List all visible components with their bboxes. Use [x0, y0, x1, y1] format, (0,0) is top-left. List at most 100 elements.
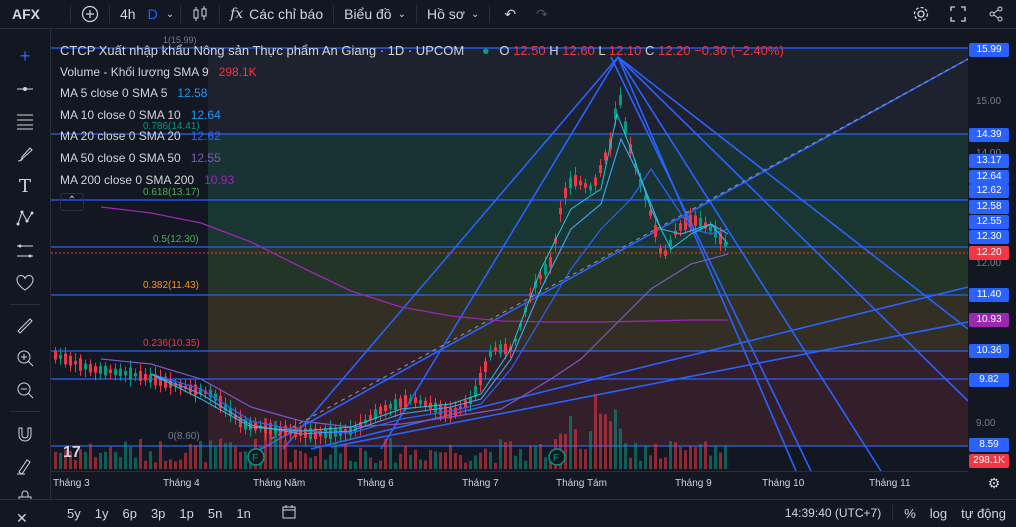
share-button[interactable] — [976, 0, 1016, 28]
interval-d[interactable]: D — [147, 6, 158, 22]
legend-indicator-row[interactable]: Volume - Khối lượng SMA 9 298.1K — [60, 62, 784, 84]
volume-bar — [284, 440, 287, 469]
candle-body — [99, 366, 102, 374]
candle-body — [654, 224, 657, 238]
crosshair-icon[interactable]: + — [19, 45, 31, 66]
candle-body — [104, 365, 107, 376]
candle-body — [224, 403, 227, 411]
volume-bar — [574, 429, 577, 469]
date-range-button[interactable] — [274, 504, 304, 523]
axis-settings-button[interactable]: ⚙ — [985, 474, 1003, 492]
collapse-toolbar-icon[interactable]: ✕ — [16, 510, 28, 526]
volume-bar — [279, 432, 282, 469]
range-button-5n[interactable]: 5n — [207, 505, 223, 521]
candle-body — [54, 350, 57, 360]
fib-zone-1 — [208, 47, 968, 134]
log-toggle[interactable]: log — [929, 505, 948, 521]
ohlc-o-value: 12.50 — [513, 43, 546, 58]
compare-button[interactable] — [73, 0, 107, 28]
gear-icon: ⚙ — [987, 475, 1001, 491]
text-icon[interactable]: T — [18, 175, 31, 197]
undo-icon: ↶ — [504, 5, 517, 22]
volume-bar — [429, 450, 432, 469]
price-tag: 10.36 — [969, 344, 1009, 358]
ohlc-h-label: H — [549, 43, 559, 58]
candle-body — [289, 427, 292, 435]
candle-body — [414, 397, 417, 403]
brush-icon[interactable] — [13, 142, 37, 166]
volume-bar — [604, 414, 607, 469]
redo-button[interactable]: ↷ — [528, 0, 556, 28]
settings-button[interactable] — [902, 0, 940, 28]
indicators-label: Các chỉ báo — [249, 6, 324, 22]
profile-menu[interactable]: Hồ sơ ⌄ — [419, 0, 487, 28]
indicators-button[interactable]: fx Các chỉ báo — [222, 0, 331, 28]
dividend-marker[interactable] — [548, 448, 566, 466]
lock-drawing-icon[interactable] — [13, 454, 37, 478]
measure-icon[interactable] — [13, 239, 37, 263]
collapse-legend-button[interactable]: ⌃ — [60, 193, 84, 212]
fullscreen-button[interactable] — [940, 0, 976, 28]
symbol-search[interactable]: AFX — [12, 6, 40, 22]
time-axis[interactable]: Tháng 3 Tháng 4 Tháng Năm Tháng 6 Tháng 7 Thá… — [51, 471, 968, 500]
interval-dropdown-icon[interactable]: ⌄ — [165, 8, 175, 20]
candle-body — [504, 343, 507, 355]
price-chart[interactable]: 1(15.99) 0.786(14.41) 0.618(13.17) 0.5(1… — [51, 29, 968, 471]
candle-body — [154, 374, 157, 386]
horizontal-lines-icon[interactable] — [13, 109, 37, 133]
divider — [70, 5, 71, 23]
legend-indicator-row[interactable]: MA 10 close 0 SMA 10 12.64 — [60, 105, 784, 127]
candle-body — [409, 398, 412, 402]
volume-bar — [459, 455, 462, 469]
legend-indicator-row[interactable]: MA 5 close 0 SMA 5 12.58 — [60, 83, 784, 105]
volume-bar — [479, 452, 482, 469]
range-button-5y[interactable]: 5y — [67, 505, 81, 521]
volume-bar — [724, 445, 727, 469]
auto-toggle[interactable]: tự động — [961, 505, 1006, 521]
candle-body — [449, 407, 452, 419]
legend-indicator-row[interactable]: MA 50 close 0 SMA 50 12.55 — [60, 148, 784, 170]
zoom-out-icon[interactable] — [13, 378, 37, 402]
ohlc-c-label: C — [644, 43, 655, 58]
chart-menu[interactable]: Biểu đồ ⌄ — [336, 0, 414, 28]
clock[interactable]: 14:39:40 (UTC+7) — [784, 506, 882, 520]
range-button-1n[interactable]: 1n — [236, 505, 251, 521]
range-button-1p[interactable]: 1p — [179, 505, 194, 521]
volume-bar — [294, 449, 297, 469]
magnet-icon[interactable] — [13, 422, 37, 446]
legend-indicator-row[interactable]: MA 20 close 0 SMA 20 12.62 — [60, 126, 784, 148]
candle-body — [144, 373, 147, 381]
volume-bar — [629, 457, 632, 469]
fullscreen-icon — [950, 6, 966, 22]
price-tag: 12.62 — [969, 184, 1009, 198]
heart-icon[interactable] — [13, 271, 37, 295]
price-tag: 12.58 — [969, 200, 1009, 214]
range-button-6p[interactable]: 6p — [122, 505, 137, 521]
volume-bar — [599, 413, 602, 469]
candle-body — [244, 419, 247, 430]
range-button-1y[interactable]: 1y — [94, 505, 109, 521]
chevron-down-icon: ⌄ — [470, 8, 480, 20]
volume-bar — [59, 452, 62, 469]
trend-line-icon[interactable] — [13, 77, 37, 101]
zoom-in-icon[interactable] — [13, 346, 37, 370]
chart-type-button[interactable] — [183, 0, 217, 28]
undo-button[interactable]: ↶ — [492, 0, 528, 28]
time-tick-label: Tháng 3 — [53, 478, 90, 489]
symbol-title[interactable]: CTCP Xuất nhập khẩu Nông sản Thực phẩm A… — [60, 43, 465, 58]
volume-bar — [274, 420, 277, 469]
ruler-icon[interactable] — [13, 314, 37, 338]
time-tick-label: Tháng 10 — [762, 478, 805, 489]
percent-toggle[interactable]: % — [904, 505, 916, 521]
volume-bar — [149, 451, 152, 469]
legend-indicator-row[interactable]: MA 200 close 0 SMA 200 10.93 — [60, 170, 784, 192]
range-button-3p[interactable]: 3p — [150, 505, 166, 521]
candle-body — [379, 406, 382, 415]
price-tick-label: 15.00 — [976, 96, 1002, 107]
indicator-value: 12.62 — [190, 129, 221, 144]
pattern-icon[interactable] — [13, 206, 37, 230]
interval-4h[interactable]: 4h — [120, 6, 136, 22]
ma5-line — [150, 112, 729, 432]
dividend-marker[interactable] — [247, 448, 265, 466]
volume-bar — [394, 462, 397, 469]
